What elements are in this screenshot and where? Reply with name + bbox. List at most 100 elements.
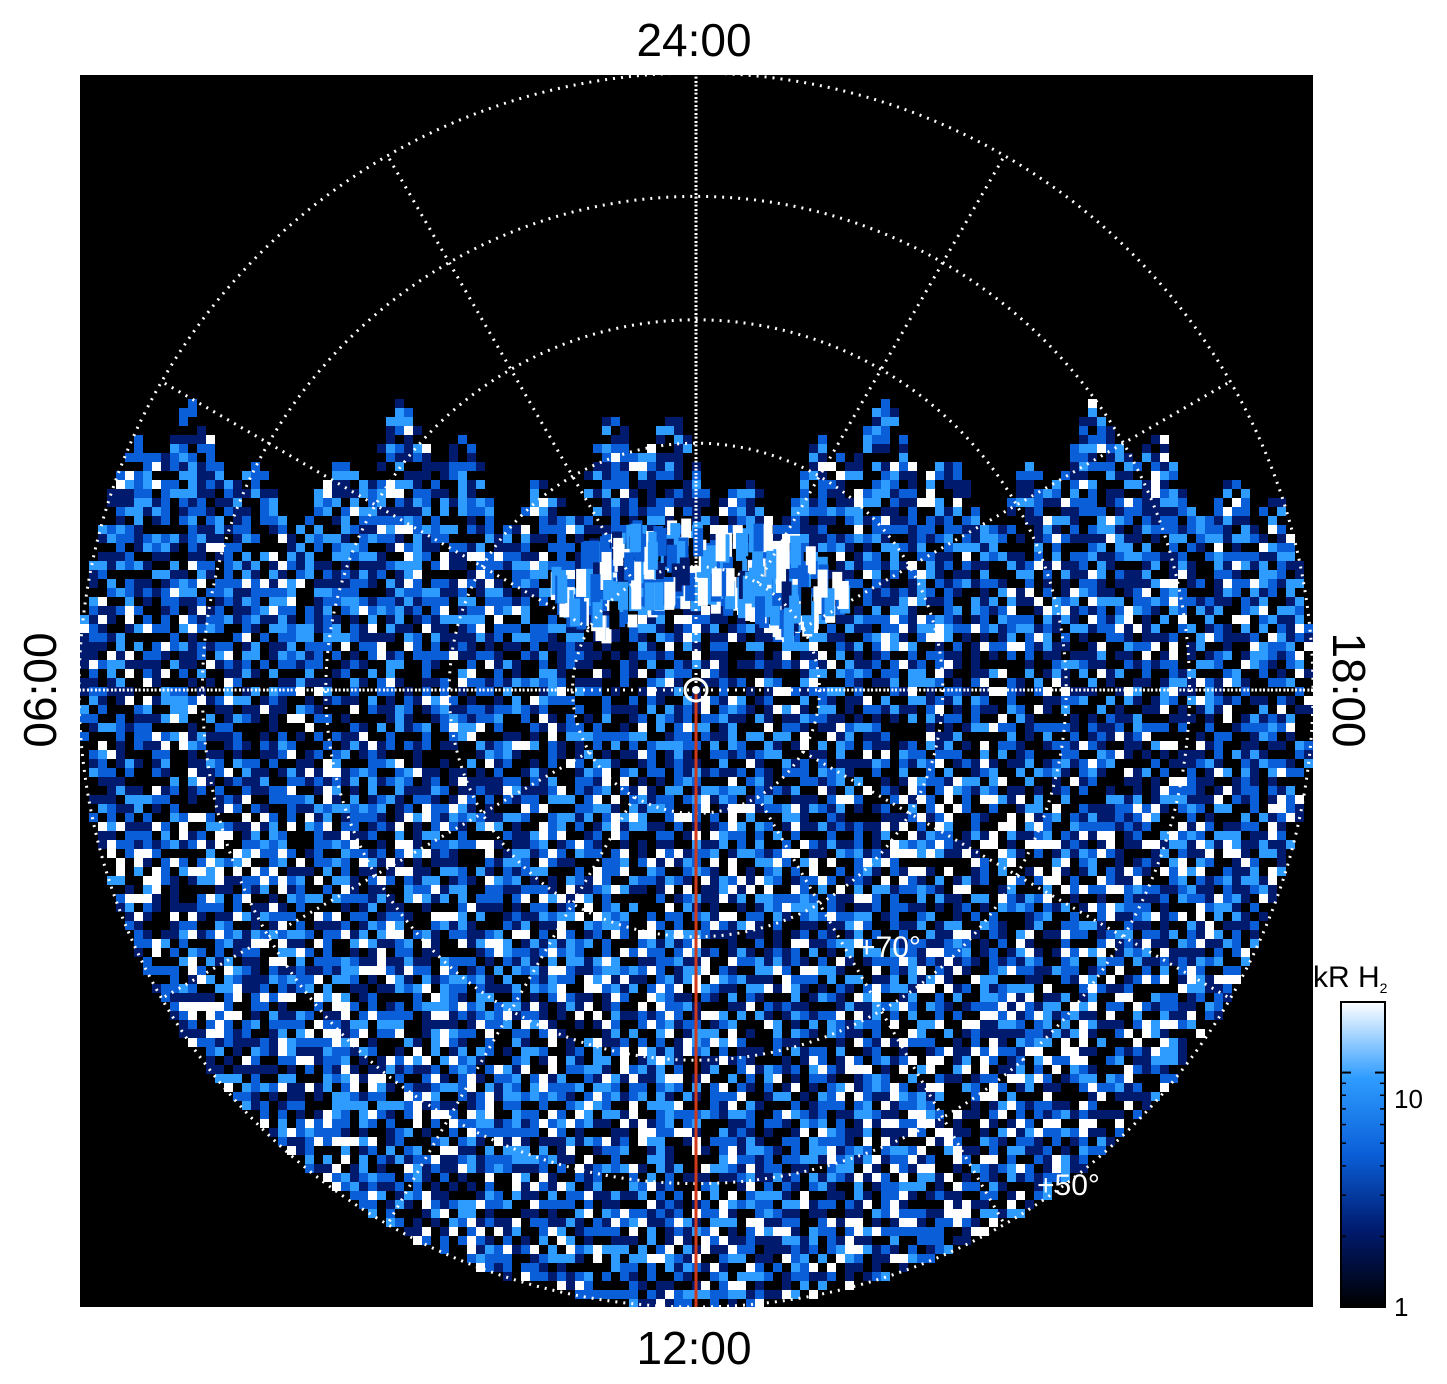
intensity-cell	[755, 768, 764, 777]
intensity-cell	[557, 786, 566, 795]
intensity-cell	[1007, 741, 1016, 750]
intensity-cell	[395, 768, 404, 777]
intensity-cell	[989, 750, 998, 759]
intensity-cell	[422, 795, 431, 804]
intensity-cell	[1259, 732, 1268, 741]
intensity-cell	[377, 786, 386, 795]
intensity-cell	[1115, 732, 1124, 741]
intensity-cell	[629, 750, 638, 759]
intensity-cell	[197, 768, 206, 777]
intensity-cell	[341, 750, 350, 759]
intensity-cell	[395, 795, 404, 804]
intensity-cell	[107, 777, 116, 786]
intensity-cell	[1277, 786, 1286, 795]
intensity-cell	[1034, 741, 1043, 750]
intensity-cell	[1268, 759, 1277, 768]
intensity-cell	[890, 741, 899, 750]
intensity-cell	[458, 795, 467, 804]
intensity-cell	[1160, 750, 1169, 759]
intensity-cell	[206, 786, 215, 795]
intensity-cell	[638, 732, 647, 741]
intensity-cell	[881, 696, 890, 705]
intensity-cell	[1286, 768, 1295, 777]
intensity-cell	[197, 732, 206, 741]
intensity-cell	[710, 777, 719, 786]
intensity-cell	[1160, 741, 1169, 750]
intensity-cell	[332, 723, 341, 732]
intensity-cell	[341, 714, 350, 723]
intensity-cell	[818, 732, 827, 741]
intensity-cell	[143, 759, 152, 768]
intensity-cell	[1124, 714, 1133, 723]
intensity-cell	[935, 723, 944, 732]
intensity-cell	[935, 786, 944, 795]
intensity-cell	[233, 723, 242, 732]
intensity-cell	[980, 723, 989, 732]
intensity-cell	[899, 759, 908, 768]
intensity-cell	[386, 723, 395, 732]
intensity-cell	[323, 705, 332, 714]
intensity-cell	[764, 723, 773, 732]
intensity-cell	[1187, 723, 1196, 732]
intensity-cell	[1259, 723, 1268, 732]
intensity-cell	[719, 777, 728, 786]
intensity-cell	[530, 723, 539, 732]
intensity-cell	[341, 723, 350, 732]
intensity-cell	[656, 768, 665, 777]
intensity-cell	[350, 795, 359, 804]
intensity-cell	[269, 768, 278, 777]
intensity-cell	[845, 759, 854, 768]
intensity-cell	[467, 696, 476, 705]
intensity-cell	[1115, 696, 1124, 705]
intensity-cell	[890, 714, 899, 723]
intensity-cell	[1061, 696, 1070, 705]
intensity-cell	[1268, 714, 1277, 723]
intensity-cell	[449, 768, 458, 777]
intensity-cell	[926, 705, 935, 714]
intensity-cell	[1214, 750, 1223, 759]
intensity-cell	[566, 723, 575, 732]
intensity-cell	[1061, 705, 1070, 714]
intensity-cell	[971, 696, 980, 705]
intensity-cell	[1151, 732, 1160, 741]
intensity-cell	[305, 714, 314, 723]
intensity-cell	[746, 696, 755, 705]
intensity-cell	[80, 696, 89, 705]
intensity-cell	[98, 786, 107, 795]
intensity-cell	[1295, 768, 1304, 777]
intensity-cell	[764, 741, 773, 750]
intensity-cell	[1196, 741, 1205, 750]
intensity-cell	[701, 777, 710, 786]
intensity-cell	[458, 705, 467, 714]
intensity-cell	[1097, 741, 1106, 750]
intensity-cell	[323, 750, 332, 759]
intensity-cell	[1106, 777, 1115, 786]
intensity-cell	[818, 696, 827, 705]
intensity-cell	[683, 696, 692, 705]
intensity-cell	[1142, 732, 1151, 741]
intensity-cell	[908, 777, 917, 786]
intensity-cell	[1034, 696, 1043, 705]
intensity-cell	[296, 696, 305, 705]
intensity-cell	[971, 777, 980, 786]
intensity-cell	[413, 696, 422, 705]
intensity-cell	[521, 732, 530, 741]
intensity-cell	[251, 795, 260, 804]
intensity-cell	[422, 705, 431, 714]
intensity-cell	[1160, 696, 1169, 705]
intensity-cell	[926, 750, 935, 759]
intensity-cell	[1259, 777, 1268, 786]
intensity-cell	[485, 750, 494, 759]
intensity-cell	[746, 759, 755, 768]
intensity-cell	[611, 777, 620, 786]
intensity-cell	[872, 759, 881, 768]
intensity-cell	[953, 696, 962, 705]
intensity-cell	[1241, 741, 1250, 750]
intensity-cell	[476, 750, 485, 759]
intensity-cell	[998, 786, 1007, 795]
intensity-cell	[845, 714, 854, 723]
intensity-cell	[548, 732, 557, 741]
intensity-cell	[503, 786, 512, 795]
intensity-cell	[503, 732, 512, 741]
intensity-cell	[1160, 768, 1169, 777]
